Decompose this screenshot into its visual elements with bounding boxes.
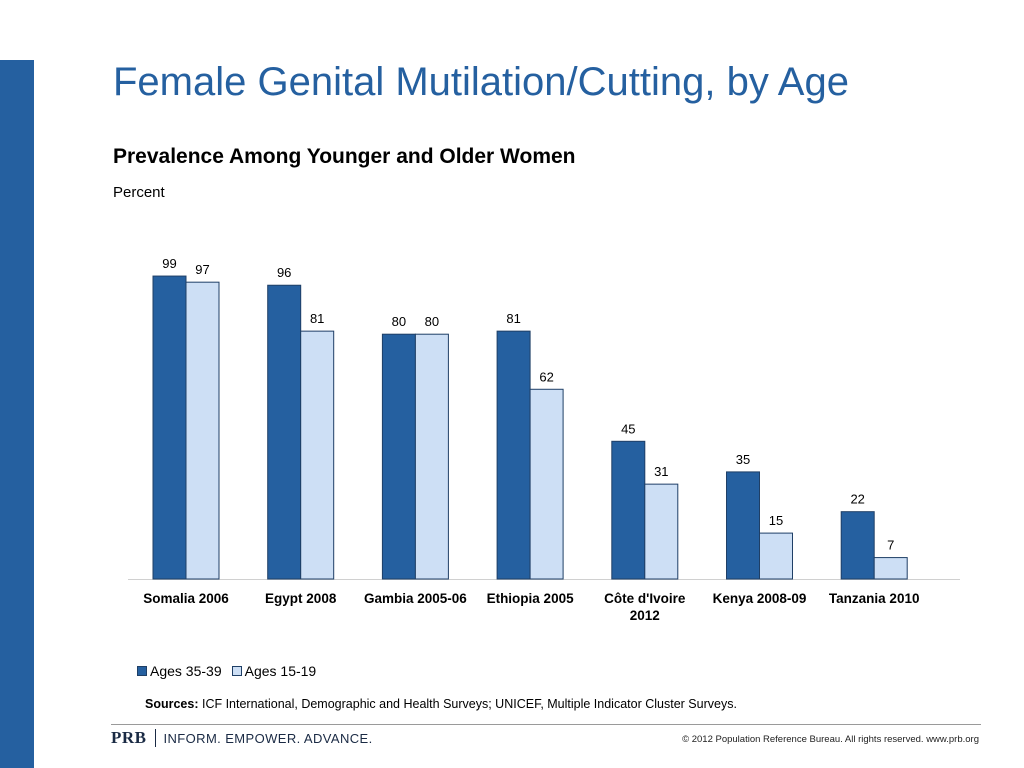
bar-older-6 xyxy=(840,511,875,580)
data-label-older-3: 81 xyxy=(506,311,520,326)
category-label-1: Egypt 2008 xyxy=(265,591,337,606)
bar-older-3 xyxy=(496,330,531,580)
data-label-younger-0: 97 xyxy=(195,262,209,277)
bar-younger-1 xyxy=(300,330,335,580)
legend-swatch-older xyxy=(137,666,147,676)
bar-younger-0 xyxy=(185,281,220,580)
copyright-notice: © 2012 Population Reference Bureau. All … xyxy=(682,734,979,745)
data-label-older-4: 45 xyxy=(621,421,635,436)
data-label-older-1: 96 xyxy=(277,265,291,280)
bar-younger-4 xyxy=(644,483,679,580)
left-accent-bar xyxy=(0,60,34,768)
category-label-3: Ethiopia 2005 xyxy=(487,591,575,606)
bar-older-4 xyxy=(611,440,646,580)
category-label-4: Côte d'Ivoire xyxy=(604,591,686,606)
bar-older-5 xyxy=(726,471,760,580)
sources-text: ICF International, Demographic and Healt… xyxy=(198,697,737,711)
data-label-younger-2: 80 xyxy=(425,314,439,329)
data-label-younger-3: 62 xyxy=(539,369,553,384)
data-label-older-0: 99 xyxy=(162,256,176,271)
chart-subtitle: Prevalence Among Younger and Older Women xyxy=(113,145,576,168)
legend-item-older: Ages 35-39 xyxy=(137,663,222,679)
bar-younger-2 xyxy=(414,333,449,580)
legend-label-younger: Ages 15-19 xyxy=(244,663,317,679)
category-label-4-line2: 2012 xyxy=(630,608,660,623)
category-label-0: Somalia 2006 xyxy=(143,591,229,606)
legend-swatch-younger xyxy=(231,666,242,676)
data-label-younger-4: 31 xyxy=(654,464,668,479)
category-label-6: Tanzania 2010 xyxy=(829,591,920,606)
page-title: Female Genital Mutilation/Cutting, by Ag… xyxy=(113,60,849,104)
bar-younger-6 xyxy=(873,557,908,580)
data-label-older-6: 22 xyxy=(850,492,864,507)
category-label-2: Gambia 2005-06 xyxy=(364,591,467,606)
footer-tagline: INFORM. EMPOWER. ADVANCE. xyxy=(163,730,373,746)
bar-older-2 xyxy=(381,333,416,580)
data-label-older-2: 80 xyxy=(392,314,406,329)
data-label-younger-5: 15 xyxy=(769,513,783,528)
data-label-younger-6: 7 xyxy=(887,538,894,553)
sources-note: Sources: ICF International, Demographic … xyxy=(145,697,737,711)
data-label-older-5: 35 xyxy=(736,452,750,467)
bar-younger-5 xyxy=(759,532,793,580)
legend-label-older: Ages 35-39 xyxy=(150,663,222,679)
data-label-younger-1: 81 xyxy=(310,311,324,326)
footer-logo: PRB INFORM. EMPOWER. ADVANCE. xyxy=(111,728,373,748)
bar-older-1 xyxy=(267,284,302,580)
bar-younger-3 xyxy=(529,388,564,580)
category-label-5: Kenya 2008-09 xyxy=(713,591,807,606)
bar-older-0 xyxy=(152,275,187,580)
footer-divider xyxy=(111,724,981,725)
prb-logo: PRB xyxy=(111,728,147,747)
logo-separator xyxy=(154,729,156,747)
sources-label: Sources: xyxy=(145,697,199,711)
chart-legend: Ages 35-39 Ages 15-19 xyxy=(137,663,316,679)
bar-chart: 99 97 Somalia 2006 96 81 Egypt 2008 80 80 Gambia… xyxy=(128,256,960,623)
unit-label: Percent xyxy=(113,184,165,201)
legend-item-younger: Ages 15-19 xyxy=(231,663,317,679)
